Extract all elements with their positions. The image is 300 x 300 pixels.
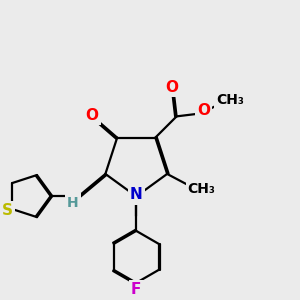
Text: CH₃: CH₃ <box>216 93 244 107</box>
Text: S: S <box>2 203 12 218</box>
Text: F: F <box>131 282 142 297</box>
Text: CH₃: CH₃ <box>188 182 216 196</box>
Text: N: N <box>130 188 142 202</box>
Text: H: H <box>67 196 79 210</box>
Text: O: O <box>166 80 179 95</box>
Text: O: O <box>197 103 210 118</box>
Text: O: O <box>85 108 99 123</box>
